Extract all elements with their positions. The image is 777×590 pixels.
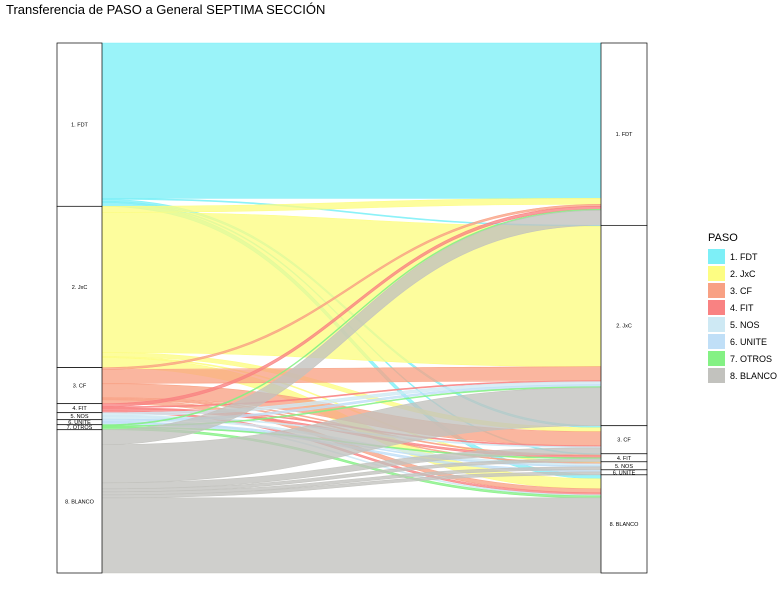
stratum-label: 1. FDT	[616, 132, 633, 138]
legend-label: 3. CF	[730, 285, 753, 296]
stratum-label: 4. FIT	[72, 406, 87, 412]
flow-39	[101, 497, 602, 574]
legend: PASO 1. FDT 2. JxC 3. CF 4. FIT 5. NOS 6. UNI…	[708, 232, 777, 384]
stratum-label: 8. BLANCO	[610, 522, 639, 528]
stratum-label: 2. JxC	[616, 324, 632, 330]
stratum-box	[600, 224, 648, 427]
legend-label: 5. NOS	[730, 319, 760, 330]
stratum-label: 2. JxC	[72, 285, 88, 291]
stratum-label: 3. CF	[73, 384, 87, 390]
legend-item: 7. OTROS	[708, 350, 777, 367]
stratum-box	[600, 474, 648, 574]
legend-label: 4. FIT	[730, 302, 754, 313]
legend-swatch	[708, 266, 725, 281]
legend-item: 8. BLANCO	[708, 367, 777, 384]
stratum-box	[56, 42, 103, 207]
flow-12	[101, 366, 602, 384]
legend-label: 7. OTROS	[730, 353, 773, 364]
legend-item: 1. FDT	[708, 248, 777, 265]
stratum-box	[600, 42, 648, 226]
stratum-label: 5. NOS	[70, 414, 88, 420]
legend-label: 8. BLANCO	[730, 370, 777, 381]
chart-title: Transferencia de PASO a General SEPTIMA …	[6, 2, 326, 17]
legend-item: 4. FIT	[708, 299, 777, 316]
stratum-box	[56, 205, 103, 368]
stratum-label: 3. CF	[617, 438, 631, 444]
flows-layer	[101, 42, 602, 574]
stratum-label: 8. BLANCO	[65, 499, 94, 505]
stratum-box	[56, 429, 103, 574]
stratum-label: 6. UNITE	[613, 470, 636, 476]
stratum-label: 5. NOS	[615, 464, 633, 470]
legend-item: 3. CF	[708, 282, 777, 299]
flow-7	[101, 212, 602, 367]
legend-swatch	[708, 249, 725, 264]
legend-item: 5. NOS	[708, 316, 777, 333]
legend-swatch	[708, 300, 725, 315]
legend-swatch	[708, 351, 725, 366]
legend-label: 1. FDT	[730, 251, 758, 262]
stratum-label: 4. FIT	[617, 456, 632, 462]
legend-label: 2. JxC	[730, 268, 756, 279]
stratum-label: 6. UNITE	[68, 420, 91, 426]
stratum-box	[56, 367, 103, 405]
stratum-label: 1. FDT	[71, 123, 88, 129]
legend-swatch	[708, 334, 725, 349]
legend-item: 2. JxC	[708, 265, 777, 282]
legend-title: PASO	[708, 232, 738, 244]
stratum-label: 7. OTROS	[67, 425, 93, 431]
legend-swatch	[708, 317, 725, 332]
legend-items: 1. FDT 2. JxC 3. CF 4. FIT 5. NOS 6. UNITE 7. …	[708, 248, 777, 384]
legend-label: 6. UNITE	[730, 336, 768, 347]
flow-1	[101, 42, 602, 199]
legend-swatch	[708, 283, 725, 298]
legend-item: 6. UNITE	[708, 333, 777, 350]
stratum-box	[600, 425, 648, 455]
legend-swatch	[708, 368, 725, 383]
